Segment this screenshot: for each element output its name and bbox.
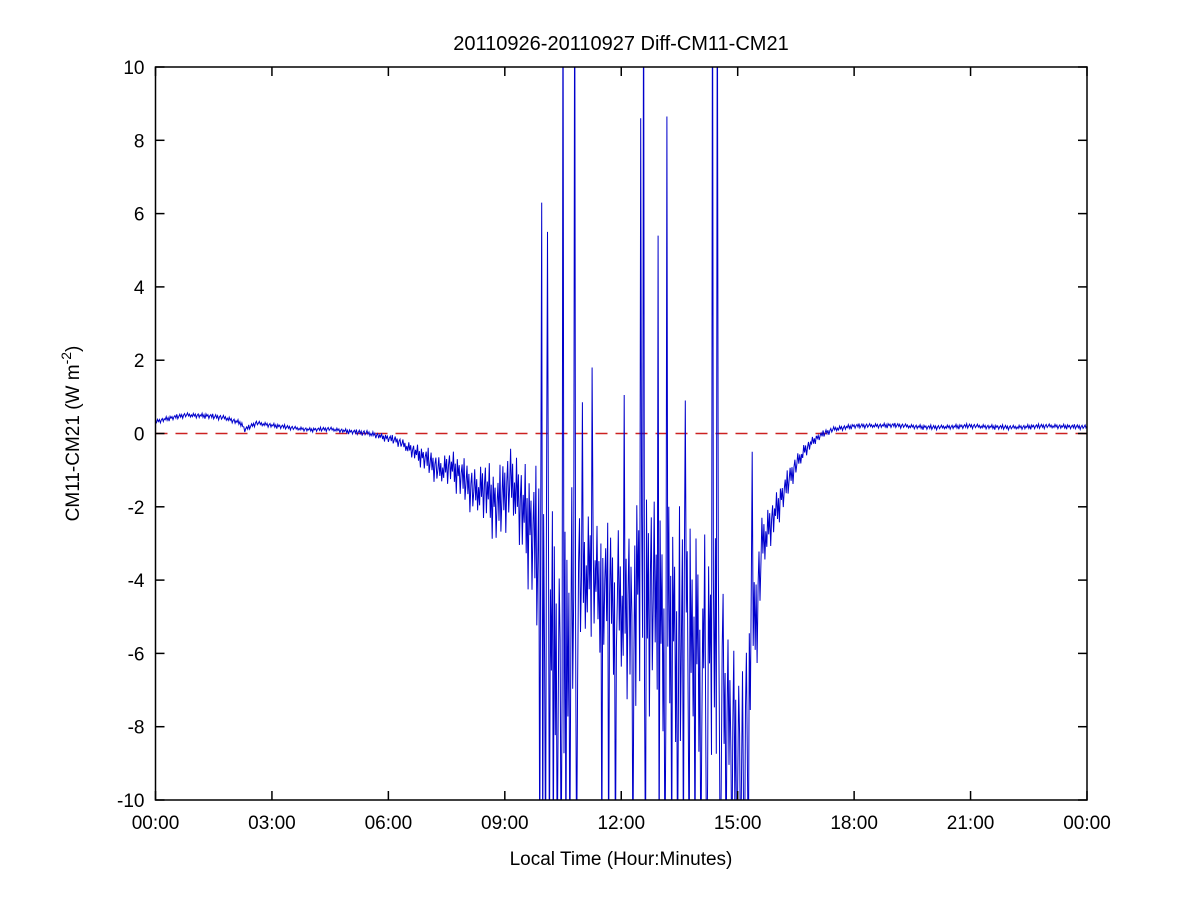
- x-tick-label: 00:00: [1063, 813, 1111, 834]
- y-axis-label-close: ): [63, 346, 84, 352]
- y-tick-label: 10: [123, 58, 144, 79]
- y-tick-label: -4: [128, 571, 145, 592]
- y-tick-label: -8: [128, 718, 145, 739]
- x-tick-label: 21:00: [947, 813, 995, 834]
- x-tick-label: 12:00: [597, 813, 645, 834]
- plot-area: [155, 67, 1087, 800]
- x-tick-label: 09:00: [481, 813, 529, 834]
- y-axis-label: CM11-CM21 (W m-2): [58, 346, 84, 522]
- y-tick-label: -10: [117, 791, 144, 812]
- x-tick-label: 03:00: [248, 813, 296, 834]
- x-tick-label: 18:00: [830, 813, 878, 834]
- x-axis-tick-labels: 00:00 03:00 06:00 09:00 12:00 15:00 18:00 21:00…: [132, 813, 1111, 834]
- y-tick-label: 6: [134, 205, 145, 226]
- y-tick-label: 0: [134, 425, 145, 446]
- chart-title: 20110926-20110927 Diff-CM11-CM21: [453, 33, 788, 55]
- axis-ticks: [154, 66, 1088, 801]
- y-axis-tick-labels: -10 -8 -6 -4 -2 0 2 4 6 8 10: [117, 58, 145, 812]
- y-tick-label: 8: [134, 131, 145, 152]
- y-tick-label: -6: [128, 644, 145, 665]
- y-tick-label: -2: [128, 498, 145, 519]
- y-tick-label: 4: [134, 278, 145, 299]
- x-tick-label: 06:00: [365, 813, 413, 834]
- x-tick-label: 00:00: [132, 813, 180, 834]
- data-series-line: [155, 67, 1087, 800]
- y-tick-label: 2: [134, 351, 145, 372]
- y-axis-label-superscript: -2: [58, 352, 74, 365]
- x-axis-label: Local Time (Hour:Minutes): [510, 849, 733, 870]
- x-tick-label: 15:00: [714, 813, 762, 834]
- y-axis-label-main: CM11-CM21 (W m: [63, 364, 84, 521]
